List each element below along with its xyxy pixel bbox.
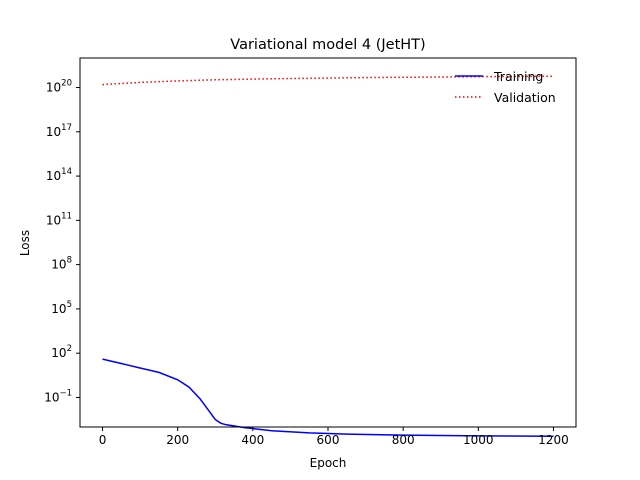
x-tick-label: 0 — [99, 433, 107, 447]
x-tick-label: 800 — [392, 433, 415, 447]
legend-label-training: Training — [493, 69, 543, 84]
y-tick-exponent: 11 — [61, 211, 72, 221]
y-tick-label: 10−1 — [44, 388, 72, 404]
y-tick-label: 108 — [51, 256, 72, 272]
y-tick-exponent: 17 — [61, 123, 72, 133]
y-tick-label: 1014 — [46, 167, 72, 183]
y-tick-label: 1020 — [46, 79, 72, 95]
x-tick-label: 200 — [166, 433, 189, 447]
y-tick-base: 10 — [51, 346, 66, 360]
y-tick-label: 102 — [51, 344, 72, 360]
x-tick-label: 1200 — [538, 433, 569, 447]
legend: Training Validation — [455, 69, 556, 105]
y-axis-label: Loss — [18, 230, 32, 256]
y-tick-exponent: 20 — [61, 79, 72, 89]
x-axis-label: Epoch — [310, 456, 347, 470]
y-tick-label: 105 — [51, 300, 72, 316]
y-tick-exponent: 14 — [61, 167, 72, 177]
y-tick-base: 10 — [51, 258, 66, 272]
y-tick-base: 10 — [46, 81, 61, 95]
x-tick-label: 600 — [317, 433, 340, 447]
y-tick-label: 1017 — [46, 123, 72, 139]
y-tick-base: 10 — [46, 125, 61, 139]
y-tick-base: 10 — [44, 390, 59, 404]
series-line-training — [102, 358, 554, 437]
y-tick-base: 10 — [51, 302, 66, 316]
legend-label-validation: Validation — [494, 90, 556, 105]
y-tick-base: 10 — [46, 169, 61, 183]
plot-area — [102, 75, 554, 437]
y-tick-exponent: 8 — [67, 256, 72, 266]
y-tick-base: 10 — [46, 213, 61, 227]
y-tick-exponent: 2 — [67, 344, 72, 354]
y-tick-exponent: −1 — [59, 388, 72, 398]
y-tick-exponent: 5 — [67, 300, 72, 310]
x-tick-label: 1000 — [463, 433, 494, 447]
x-axis: 0 200 400 600 800 1000 1200 — [99, 427, 569, 447]
y-tick-label: 1011 — [46, 211, 72, 227]
chart-title: Variational model 4 (JetHT) — [230, 37, 425, 53]
x-tick-label: 400 — [241, 433, 264, 447]
